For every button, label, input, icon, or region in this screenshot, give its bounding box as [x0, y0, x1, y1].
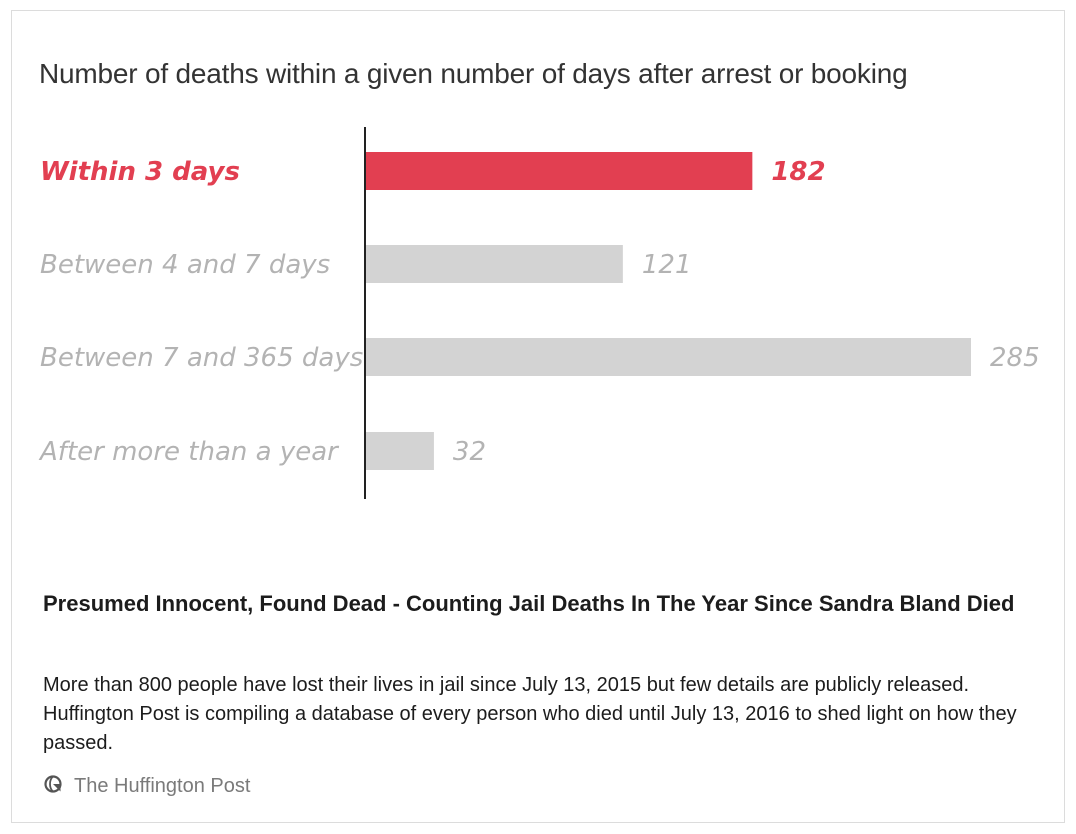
bar — [366, 432, 434, 470]
value-label: 285 — [990, 343, 1040, 373]
bar — [366, 152, 753, 190]
chart-title: Number of deaths within a given number o… — [39, 58, 908, 89]
bar-chart: Within 3 days 182 Between 4 and 7 days 121 B… — [38, 127, 1040, 499]
bar — [366, 338, 971, 376]
value-label: 121 — [642, 250, 692, 280]
globe-icon — [43, 774, 63, 799]
category-label: Between 4 and 7 days — [40, 250, 330, 280]
value-label: 32 — [453, 437, 486, 467]
category-label: Within 3 days — [40, 157, 240, 187]
source-name: The Huffington Post — [74, 775, 251, 797]
link-preview-card[interactable] — [11, 10, 1065, 823]
bar — [366, 245, 623, 283]
value-label: 182 — [771, 157, 825, 187]
source-row[interactable]: The Huffington Post — [43, 774, 250, 799]
category-label: Between 7 and 365 days — [40, 343, 363, 373]
article-headline[interactable]: Presumed Innocent, Found Dead - Counting… — [43, 591, 1015, 616]
category-label: After more than a year — [38, 437, 340, 467]
article-description: More than 800 people have lost their liv… — [43, 674, 1017, 754]
